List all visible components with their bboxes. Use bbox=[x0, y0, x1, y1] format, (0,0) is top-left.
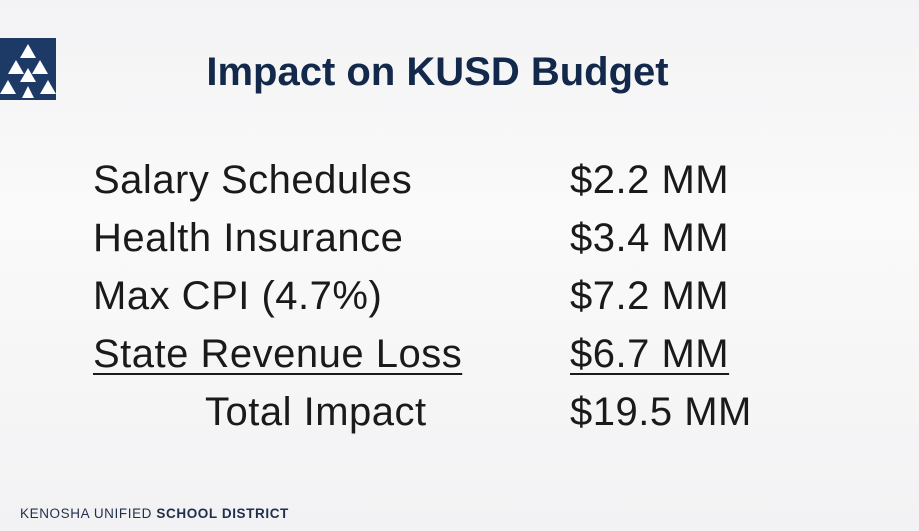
row-amount: $3.4 MM bbox=[570, 216, 730, 260]
row-amount: $6.7 MM bbox=[570, 332, 730, 376]
footer-name-bold: SCHOOL DISTRICT bbox=[156, 506, 289, 521]
row-amount: $2.2 MM bbox=[570, 158, 730, 202]
footer-name: KENOSHA UNIFIED bbox=[20, 506, 153, 521]
total-amount: $19.5 MM bbox=[570, 390, 752, 434]
slide-title: Impact on KUSD Budget bbox=[206, 50, 669, 94]
total-label: Total Impact bbox=[205, 390, 427, 434]
row-amount: $7.2 MM bbox=[570, 274, 730, 318]
row-label: Salary Schedules bbox=[93, 158, 413, 202]
row-label: State Revenue Loss bbox=[93, 332, 463, 376]
row-label: Health Insurance bbox=[93, 216, 404, 260]
footer: KENOSHA UNIFIED SCHOOL DISTRICT bbox=[20, 506, 289, 521]
district-logo bbox=[0, 38, 56, 100]
row-label: Max CPI (4.7%) bbox=[93, 274, 383, 318]
